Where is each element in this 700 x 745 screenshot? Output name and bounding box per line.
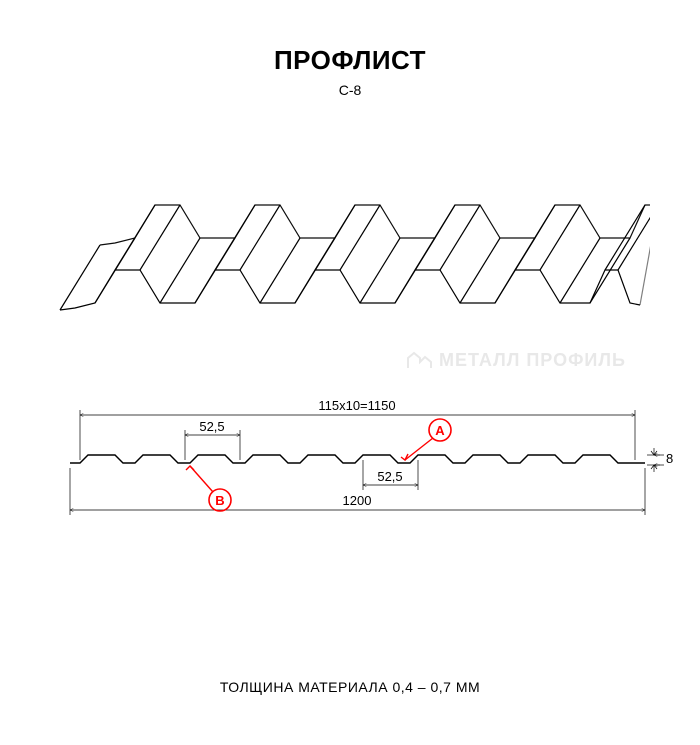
watermark-text: МЕТАЛЛ ПРОФИЛЬ bbox=[439, 350, 626, 370]
dim-pitch-bottom: 52,5 bbox=[377, 469, 402, 484]
section-view: A B 115x10=1150 52,5 52,5 1200 8 bbox=[40, 390, 680, 545]
isometric-view bbox=[50, 180, 650, 345]
marker-b-label: B bbox=[215, 493, 224, 508]
page-title: ПРОФЛИСТ bbox=[0, 45, 700, 76]
watermark: МЕТАЛЛ ПРОФИЛЬ bbox=[405, 350, 626, 372]
subtitle: C-8 bbox=[0, 82, 700, 98]
marker-a-label: A bbox=[435, 423, 445, 438]
watermark-icon bbox=[405, 350, 433, 372]
dim-total-width: 1200 bbox=[343, 493, 372, 508]
dim-height: 8 bbox=[666, 451, 673, 466]
footer-text: ТОЛЩИНА МАТЕРИАЛА 0,4 – 0,7 ММ bbox=[0, 679, 700, 695]
dim-pitch-top: 52,5 bbox=[199, 419, 224, 434]
dim-top-width: 115x10=1150 bbox=[318, 398, 395, 413]
